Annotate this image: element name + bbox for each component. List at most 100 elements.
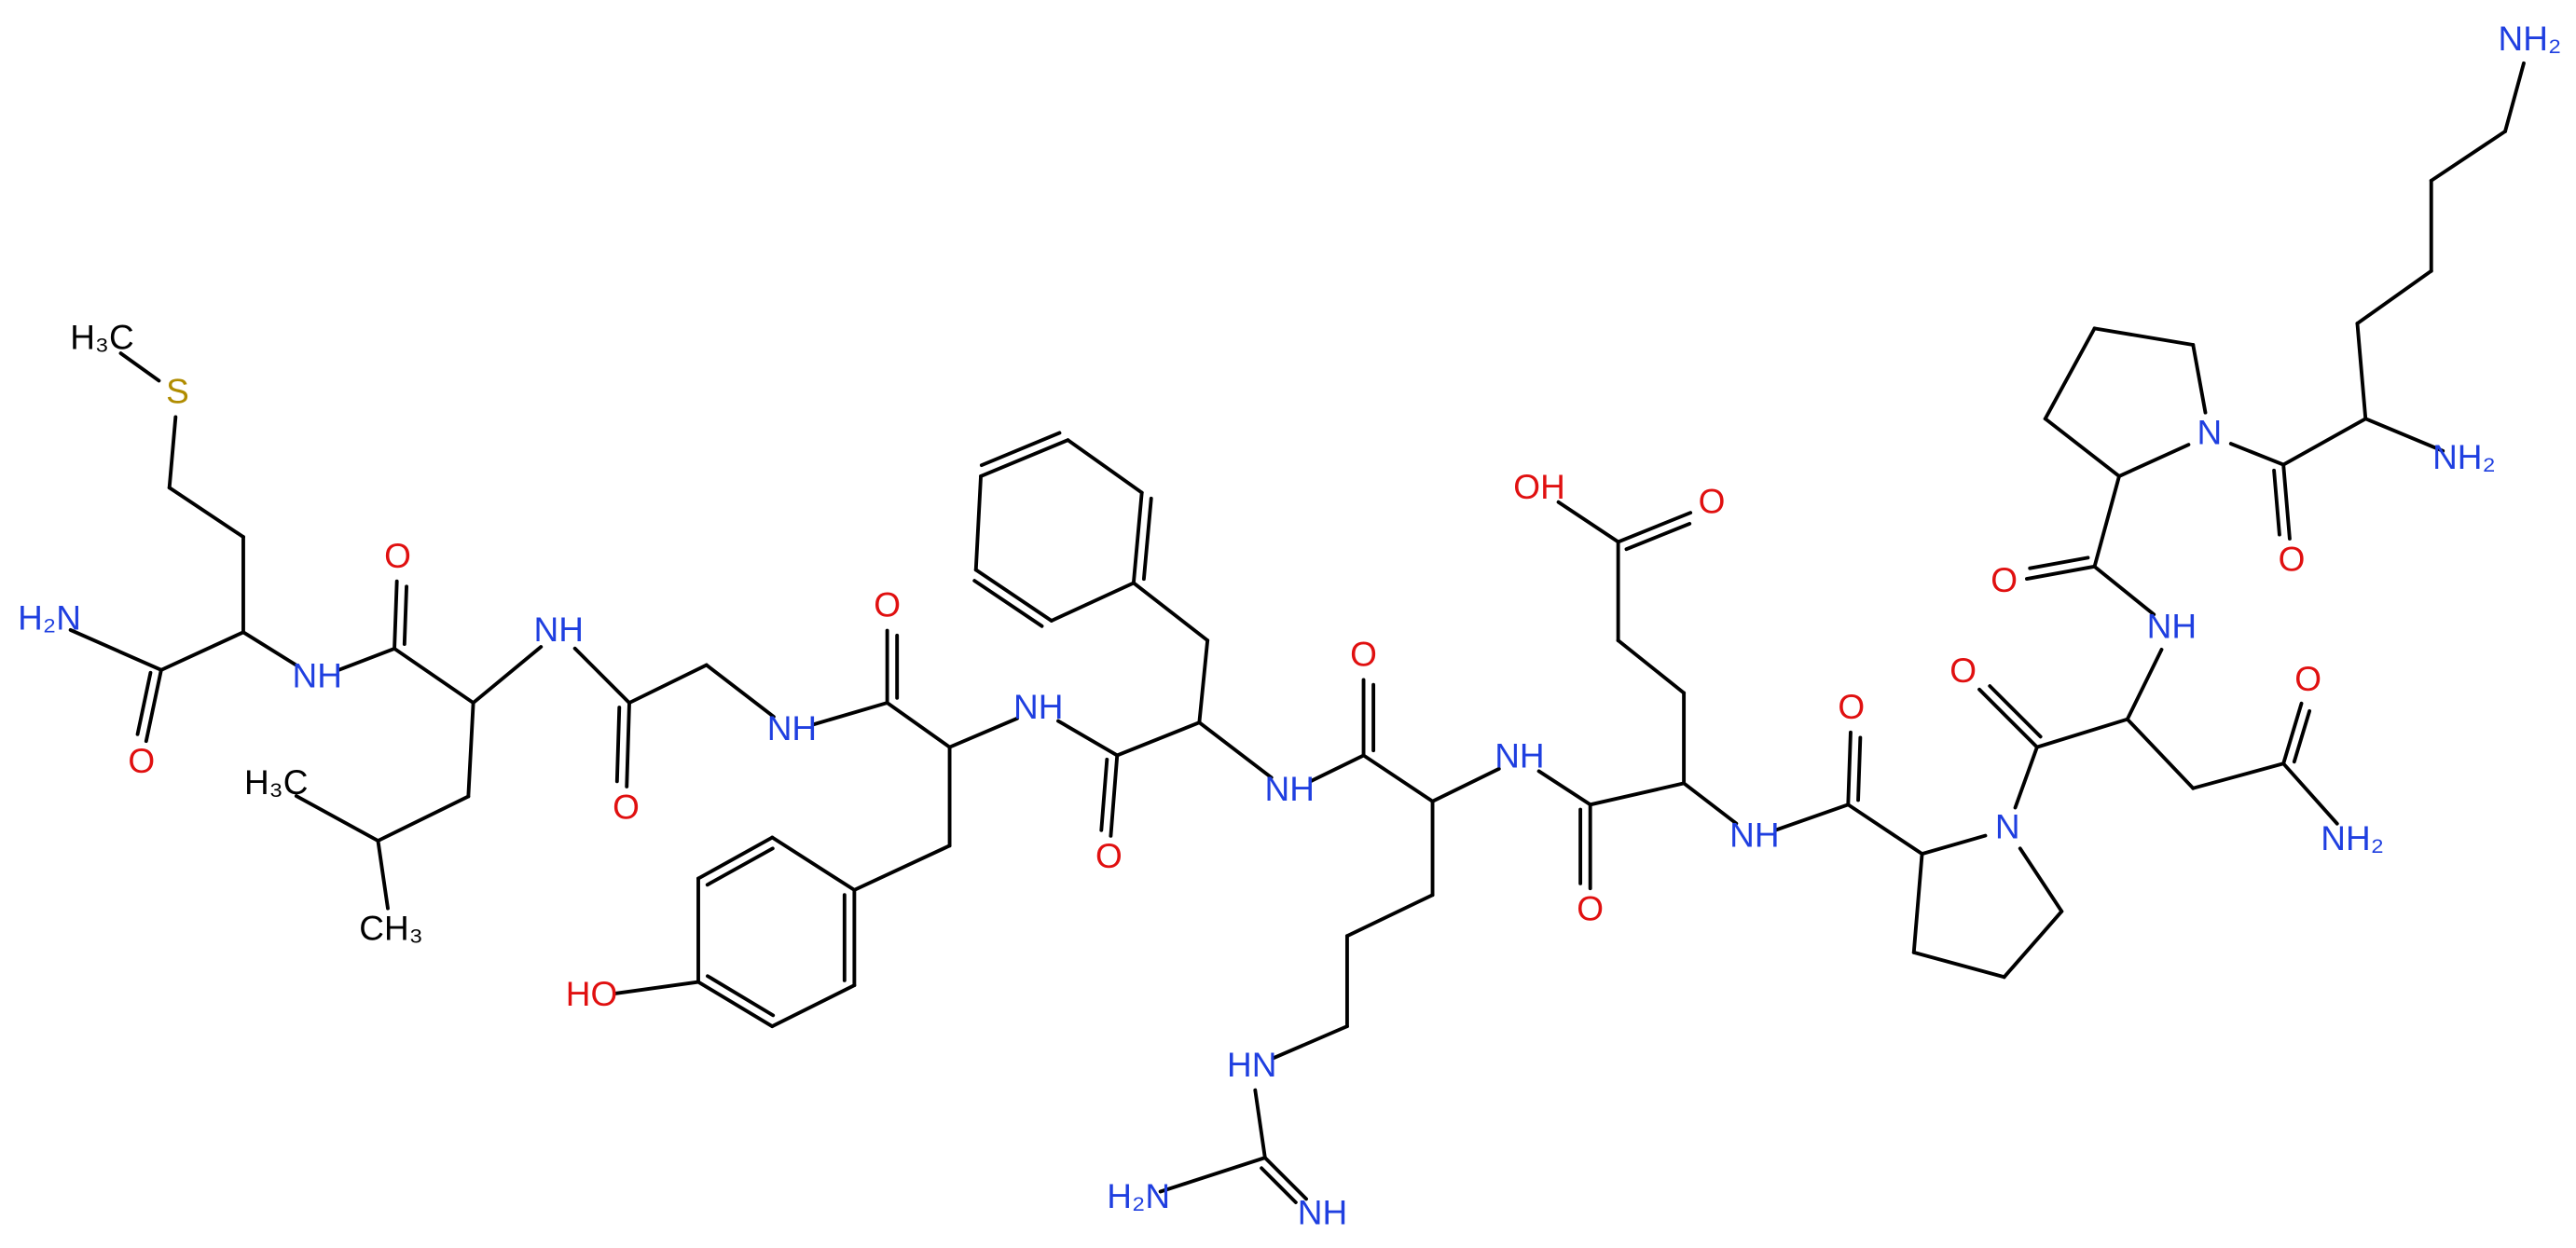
atom-label: H₂N	[1107, 1177, 1170, 1215]
bond	[2092, 473, 2121, 569]
atom-label: OH	[1513, 468, 1564, 506]
bond	[1253, 1088, 1267, 1160]
bond	[979, 431, 1062, 468]
bond	[393, 579, 399, 651]
atom-label: O	[128, 742, 155, 780]
bond	[812, 701, 889, 727]
bond	[402, 584, 408, 646]
atom-label: NH	[293, 656, 342, 694]
bonds	[68, 61, 2526, 1204]
bond	[2281, 462, 2292, 541]
bond	[1131, 581, 1210, 643]
bond	[1536, 769, 1592, 807]
bond	[1616, 638, 1687, 695]
bond	[1271, 1024, 1349, 1061]
bond	[1109, 753, 1120, 838]
atom-label: NH	[534, 610, 584, 649]
bond	[2191, 343, 2208, 415]
bond	[1141, 496, 1153, 582]
bond	[770, 983, 857, 1029]
atom-label: N	[1995, 807, 2020, 845]
bond	[2363, 417, 2445, 453]
atom-label: NH	[1298, 1194, 1347, 1232]
bond	[2013, 745, 2039, 810]
bond	[1262, 1156, 1308, 1201]
atom-label: O	[1949, 651, 1977, 690]
atom-label: S	[166, 373, 189, 411]
atom-label: O	[613, 788, 640, 826]
bond	[1856, 735, 1863, 802]
bond	[572, 646, 631, 706]
bond	[2355, 268, 2433, 326]
atom-label: O	[2279, 540, 2306, 578]
atom-label: N	[2197, 414, 2223, 452]
bond	[393, 646, 475, 706]
bond	[1131, 490, 1144, 585]
bond	[1260, 1166, 1298, 1204]
bond	[704, 663, 776, 719]
bond	[167, 486, 245, 540]
bond	[1616, 511, 1693, 544]
bond	[1056, 719, 1120, 758]
bond	[2292, 708, 2312, 764]
bond	[2125, 717, 2196, 790]
bond	[1430, 766, 1501, 803]
bond	[1344, 893, 1435, 939]
atom-label: O	[1991, 561, 2018, 599]
bond	[376, 794, 471, 843]
bond	[1588, 781, 1687, 807]
atom-label: O	[1095, 837, 1123, 875]
atom-label: HN	[1227, 1046, 1276, 1084]
bond	[1774, 802, 1851, 832]
bond	[167, 415, 178, 490]
bond	[1158, 1156, 1267, 1194]
bond	[1911, 852, 1924, 954]
bond	[2092, 564, 2156, 617]
bond	[1197, 720, 1274, 780]
atom-label: O	[2294, 660, 2321, 698]
bond	[2002, 909, 2064, 980]
atom-label: NH₂	[2499, 20, 2562, 58]
bond	[1920, 833, 1988, 857]
atom-label: NH	[767, 709, 817, 747]
bond	[2018, 846, 2064, 913]
bond	[1846, 802, 1924, 857]
atom-label: NH	[1729, 816, 1779, 854]
atom-label: NH	[1265, 770, 1315, 808]
bond	[625, 701, 631, 789]
bond	[696, 835, 775, 881]
bond	[1049, 581, 1136, 623]
bond	[614, 706, 622, 784]
bond	[118, 351, 161, 383]
atom-label: O	[874, 586, 901, 624]
bond	[2429, 130, 2507, 183]
atom-label: O	[1350, 636, 1377, 674]
bond	[627, 663, 709, 706]
bond	[2281, 417, 2368, 467]
bond	[979, 438, 1070, 478]
bond	[2191, 761, 2286, 790]
bond	[1846, 730, 1853, 807]
bond	[973, 568, 1054, 623]
bond	[972, 579, 1044, 628]
bond	[68, 627, 163, 672]
bond	[241, 630, 300, 668]
bond	[2043, 417, 2121, 478]
bond	[1197, 638, 1210, 725]
bond	[705, 846, 775, 887]
bond	[1682, 781, 1739, 826]
atom-label: O	[1699, 483, 1726, 521]
atom-label: O	[384, 537, 411, 575]
bond	[1066, 438, 1144, 495]
bond	[471, 645, 544, 706]
bond	[973, 473, 983, 572]
bond	[2281, 761, 2339, 826]
bond	[1099, 757, 1109, 832]
bond	[2125, 647, 2164, 721]
bond	[466, 701, 475, 799]
bond	[2043, 326, 2097, 421]
bond	[696, 980, 775, 1029]
atom-label: NH	[2147, 608, 2197, 646]
bond	[1361, 753, 1435, 803]
